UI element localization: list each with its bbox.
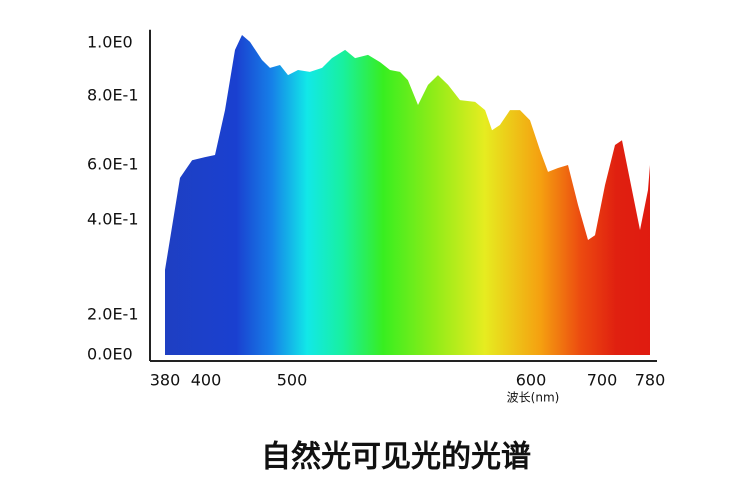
x-tick-label: 500 [277, 371, 308, 390]
x-tick-label: 380 [150, 371, 181, 390]
y-tick-label: 4.0E-1 [87, 210, 139, 229]
spectrum-area [165, 35, 650, 355]
y-tick-label: 0.0E0 [87, 345, 133, 364]
y-tick-label: 2.0E-1 [87, 305, 139, 324]
x-tick-label: 400 [191, 371, 222, 390]
chart-title: 自然光可见光的光谱 [261, 440, 531, 475]
y-tick-label: 8.0E-1 [87, 86, 139, 105]
x-axis-label: 波长(nm) [507, 391, 560, 405]
x-tick-label: 600 [516, 371, 547, 390]
x-tick-label: 780 [635, 371, 666, 390]
y-tick-label: 6.0E-1 [87, 155, 139, 174]
y-tick-label: 1.0E0 [87, 33, 133, 52]
x-tick-label: 700 [587, 371, 618, 390]
